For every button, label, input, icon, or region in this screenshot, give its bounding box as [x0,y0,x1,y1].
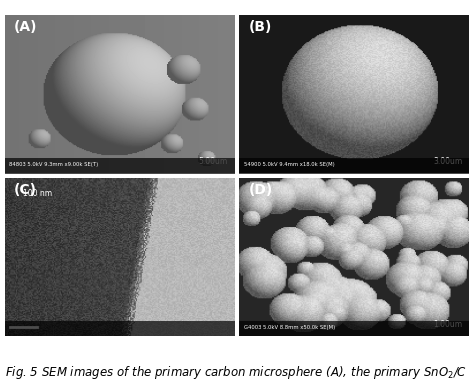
Text: (C): (C) [14,183,37,197]
Text: 100 nm: 100 nm [23,189,52,198]
Text: (B): (B) [248,20,272,34]
Text: G4003 5.0kV 8.8mm x50.0k SE(M): G4003 5.0kV 8.8mm x50.0k SE(M) [244,325,335,330]
Bar [5,321,235,337]
Text: 3.00um: 3.00um [433,157,462,166]
Text: 54900 5.0kV 9.4mm x18.0k SE(M): 54900 5.0kV 9.4mm x18.0k SE(M) [244,162,335,167]
Text: Fig. 5 SEM images of the primary carbon microsphere (A), the primary SnO$_2$/C: Fig. 5 SEM images of the primary carbon … [5,364,467,379]
Text: 84803 5.0kV 9.3mm x9.00k SE(T): 84803 5.0kV 9.3mm x9.00k SE(T) [9,162,99,167]
Bar [5,158,235,174]
Text: (D): (D) [248,183,273,197]
Bar [239,321,469,337]
Text: 1.00um: 1.00um [433,319,462,329]
Text: 5.00um: 5.00um [199,157,228,166]
Text: (A): (A) [14,20,37,34]
Bar [239,158,469,174]
